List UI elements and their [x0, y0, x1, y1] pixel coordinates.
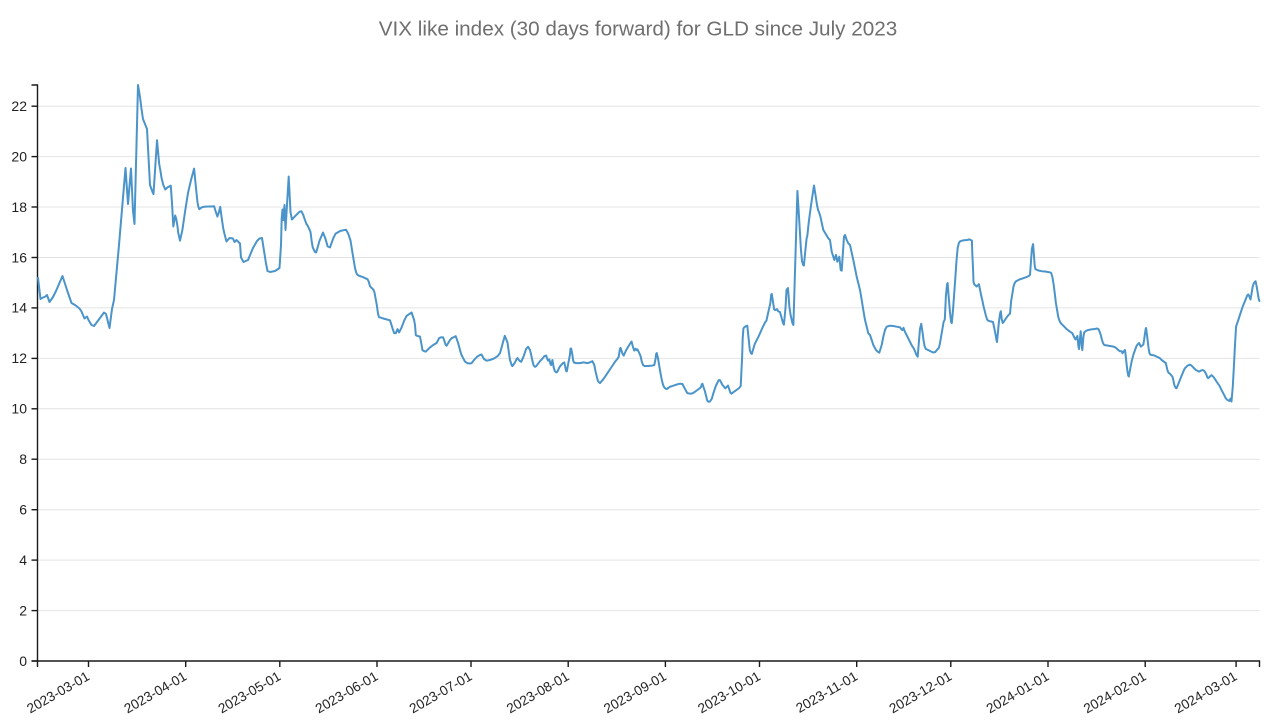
svg-text:2023-04-01: 2023-04-01	[121, 669, 189, 717]
svg-text:2023-03-01: 2023-03-01	[24, 669, 92, 717]
svg-text:VIX like index (30 days forwar: VIX like index (30 days forward) for GLD…	[379, 18, 898, 41]
svg-text:16: 16	[11, 249, 27, 265]
svg-text:2023-05-01: 2023-05-01	[216, 669, 284, 717]
svg-text:6: 6	[19, 501, 27, 517]
svg-text:0: 0	[19, 653, 27, 669]
svg-text:10: 10	[11, 401, 27, 417]
svg-text:2: 2	[19, 602, 27, 618]
svg-text:2023-09-01: 2023-09-01	[601, 669, 669, 717]
svg-text:18: 18	[11, 199, 27, 215]
svg-text:2023-08-01: 2023-08-01	[504, 669, 572, 717]
svg-text:2024-01-01: 2024-01-01	[984, 669, 1052, 717]
svg-text:2024-02-01: 2024-02-01	[1081, 669, 1149, 717]
svg-text:2023-06-01: 2023-06-01	[313, 669, 381, 717]
svg-text:22: 22	[11, 98, 27, 114]
svg-text:2024-03-01: 2024-03-01	[1172, 669, 1240, 717]
svg-text:2023-11-01: 2023-11-01	[793, 669, 860, 716]
svg-text:2023-07-01: 2023-07-01	[407, 669, 475, 717]
svg-text:4: 4	[19, 552, 27, 568]
svg-text:12: 12	[11, 350, 27, 366]
svg-text:14: 14	[11, 300, 27, 316]
svg-text:20: 20	[11, 148, 27, 164]
svg-text:2023-12-01: 2023-12-01	[887, 669, 955, 717]
svg-text:8: 8	[19, 451, 27, 467]
svg-text:2023-10-01: 2023-10-01	[695, 669, 763, 717]
